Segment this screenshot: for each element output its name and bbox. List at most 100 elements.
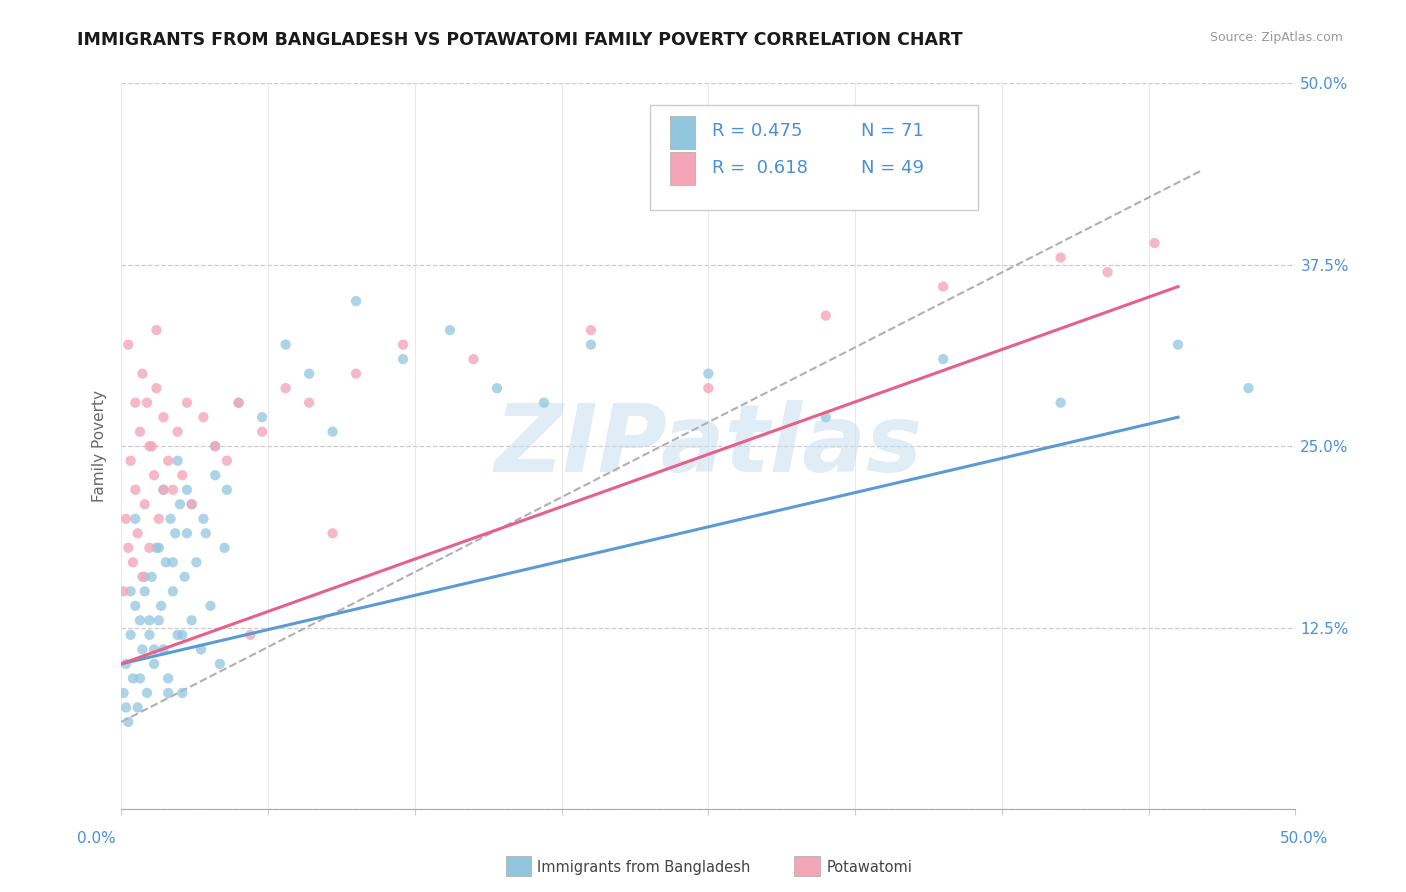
Text: N = 49: N = 49	[860, 160, 924, 178]
Point	[148, 512, 170, 526]
Point	[166, 425, 188, 439]
Point	[129, 425, 152, 439]
Text: Immigrants from Bangladesh: Immigrants from Bangladesh	[537, 860, 751, 874]
Point	[344, 294, 367, 309]
Point	[134, 584, 156, 599]
Point	[155, 555, 177, 569]
Point	[134, 497, 156, 511]
Point	[193, 512, 215, 526]
Point	[150, 599, 173, 613]
Point	[193, 410, 215, 425]
Point	[162, 555, 184, 569]
Point	[274, 337, 297, 351]
Text: ZIPatlas: ZIPatlas	[495, 401, 922, 492]
Point	[250, 410, 273, 425]
Point	[141, 570, 163, 584]
Point	[697, 381, 720, 395]
Point	[152, 642, 174, 657]
Point	[697, 367, 720, 381]
Point	[215, 454, 238, 468]
Point	[180, 497, 202, 511]
Point	[1097, 62, 1119, 76]
Point	[176, 483, 198, 497]
Point	[152, 483, 174, 497]
Point	[172, 686, 194, 700]
Point	[148, 613, 170, 627]
Point	[166, 628, 188, 642]
Point	[120, 454, 142, 468]
Point	[165, 526, 187, 541]
Text: Source: ZipAtlas.com: Source: ZipAtlas.com	[1209, 31, 1343, 45]
Point	[814, 309, 837, 323]
Point	[131, 570, 153, 584]
Point	[124, 395, 146, 409]
Point	[214, 541, 236, 555]
Point	[138, 613, 160, 627]
Point	[136, 395, 159, 409]
Bar	[669, 116, 696, 149]
Point	[127, 700, 149, 714]
Point	[117, 714, 139, 729]
Point	[115, 657, 138, 671]
Point	[298, 367, 321, 381]
Point	[152, 410, 174, 425]
Point	[194, 526, 217, 541]
Point	[200, 599, 222, 613]
Point	[145, 323, 167, 337]
Point	[814, 410, 837, 425]
Point	[186, 555, 208, 569]
Point	[579, 337, 602, 351]
Point	[129, 613, 152, 627]
Point	[228, 395, 250, 409]
Point	[162, 584, 184, 599]
Point	[1167, 337, 1189, 351]
Point	[138, 541, 160, 555]
Point	[143, 468, 166, 483]
Text: N = 71: N = 71	[860, 121, 924, 140]
Point	[180, 613, 202, 627]
Point	[122, 555, 145, 569]
Point	[1237, 381, 1260, 395]
Point	[112, 686, 135, 700]
Point	[204, 439, 226, 453]
Point	[239, 628, 262, 642]
Point	[298, 395, 321, 409]
Point	[157, 686, 180, 700]
Y-axis label: Family Poverty: Family Poverty	[93, 390, 107, 502]
Point	[120, 584, 142, 599]
Point	[579, 323, 602, 337]
Point	[127, 526, 149, 541]
Point	[180, 497, 202, 511]
Point	[250, 425, 273, 439]
Point	[439, 323, 461, 337]
Point	[145, 381, 167, 395]
Point	[124, 599, 146, 613]
Point	[932, 279, 955, 293]
Point	[143, 657, 166, 671]
Point	[172, 628, 194, 642]
Point	[392, 337, 415, 351]
Point	[215, 483, 238, 497]
Point	[115, 700, 138, 714]
Point	[204, 439, 226, 453]
Point	[932, 352, 955, 367]
Text: Potawatomi: Potawatomi	[827, 860, 912, 874]
Point	[1049, 251, 1071, 265]
Point	[138, 439, 160, 453]
Bar	[669, 153, 696, 185]
Point	[152, 483, 174, 497]
Text: IMMIGRANTS FROM BANGLADESH VS POTAWATOMI FAMILY POVERTY CORRELATION CHART: IMMIGRANTS FROM BANGLADESH VS POTAWATOMI…	[77, 31, 963, 49]
Point	[463, 352, 485, 367]
Point	[204, 468, 226, 483]
Point	[124, 512, 146, 526]
Point	[112, 584, 135, 599]
Point	[176, 526, 198, 541]
Point	[176, 395, 198, 409]
Point	[274, 381, 297, 395]
Point	[159, 512, 181, 526]
Point	[166, 454, 188, 468]
Point	[115, 512, 138, 526]
Point	[136, 686, 159, 700]
Point	[392, 352, 415, 367]
Text: R = 0.475: R = 0.475	[711, 121, 803, 140]
